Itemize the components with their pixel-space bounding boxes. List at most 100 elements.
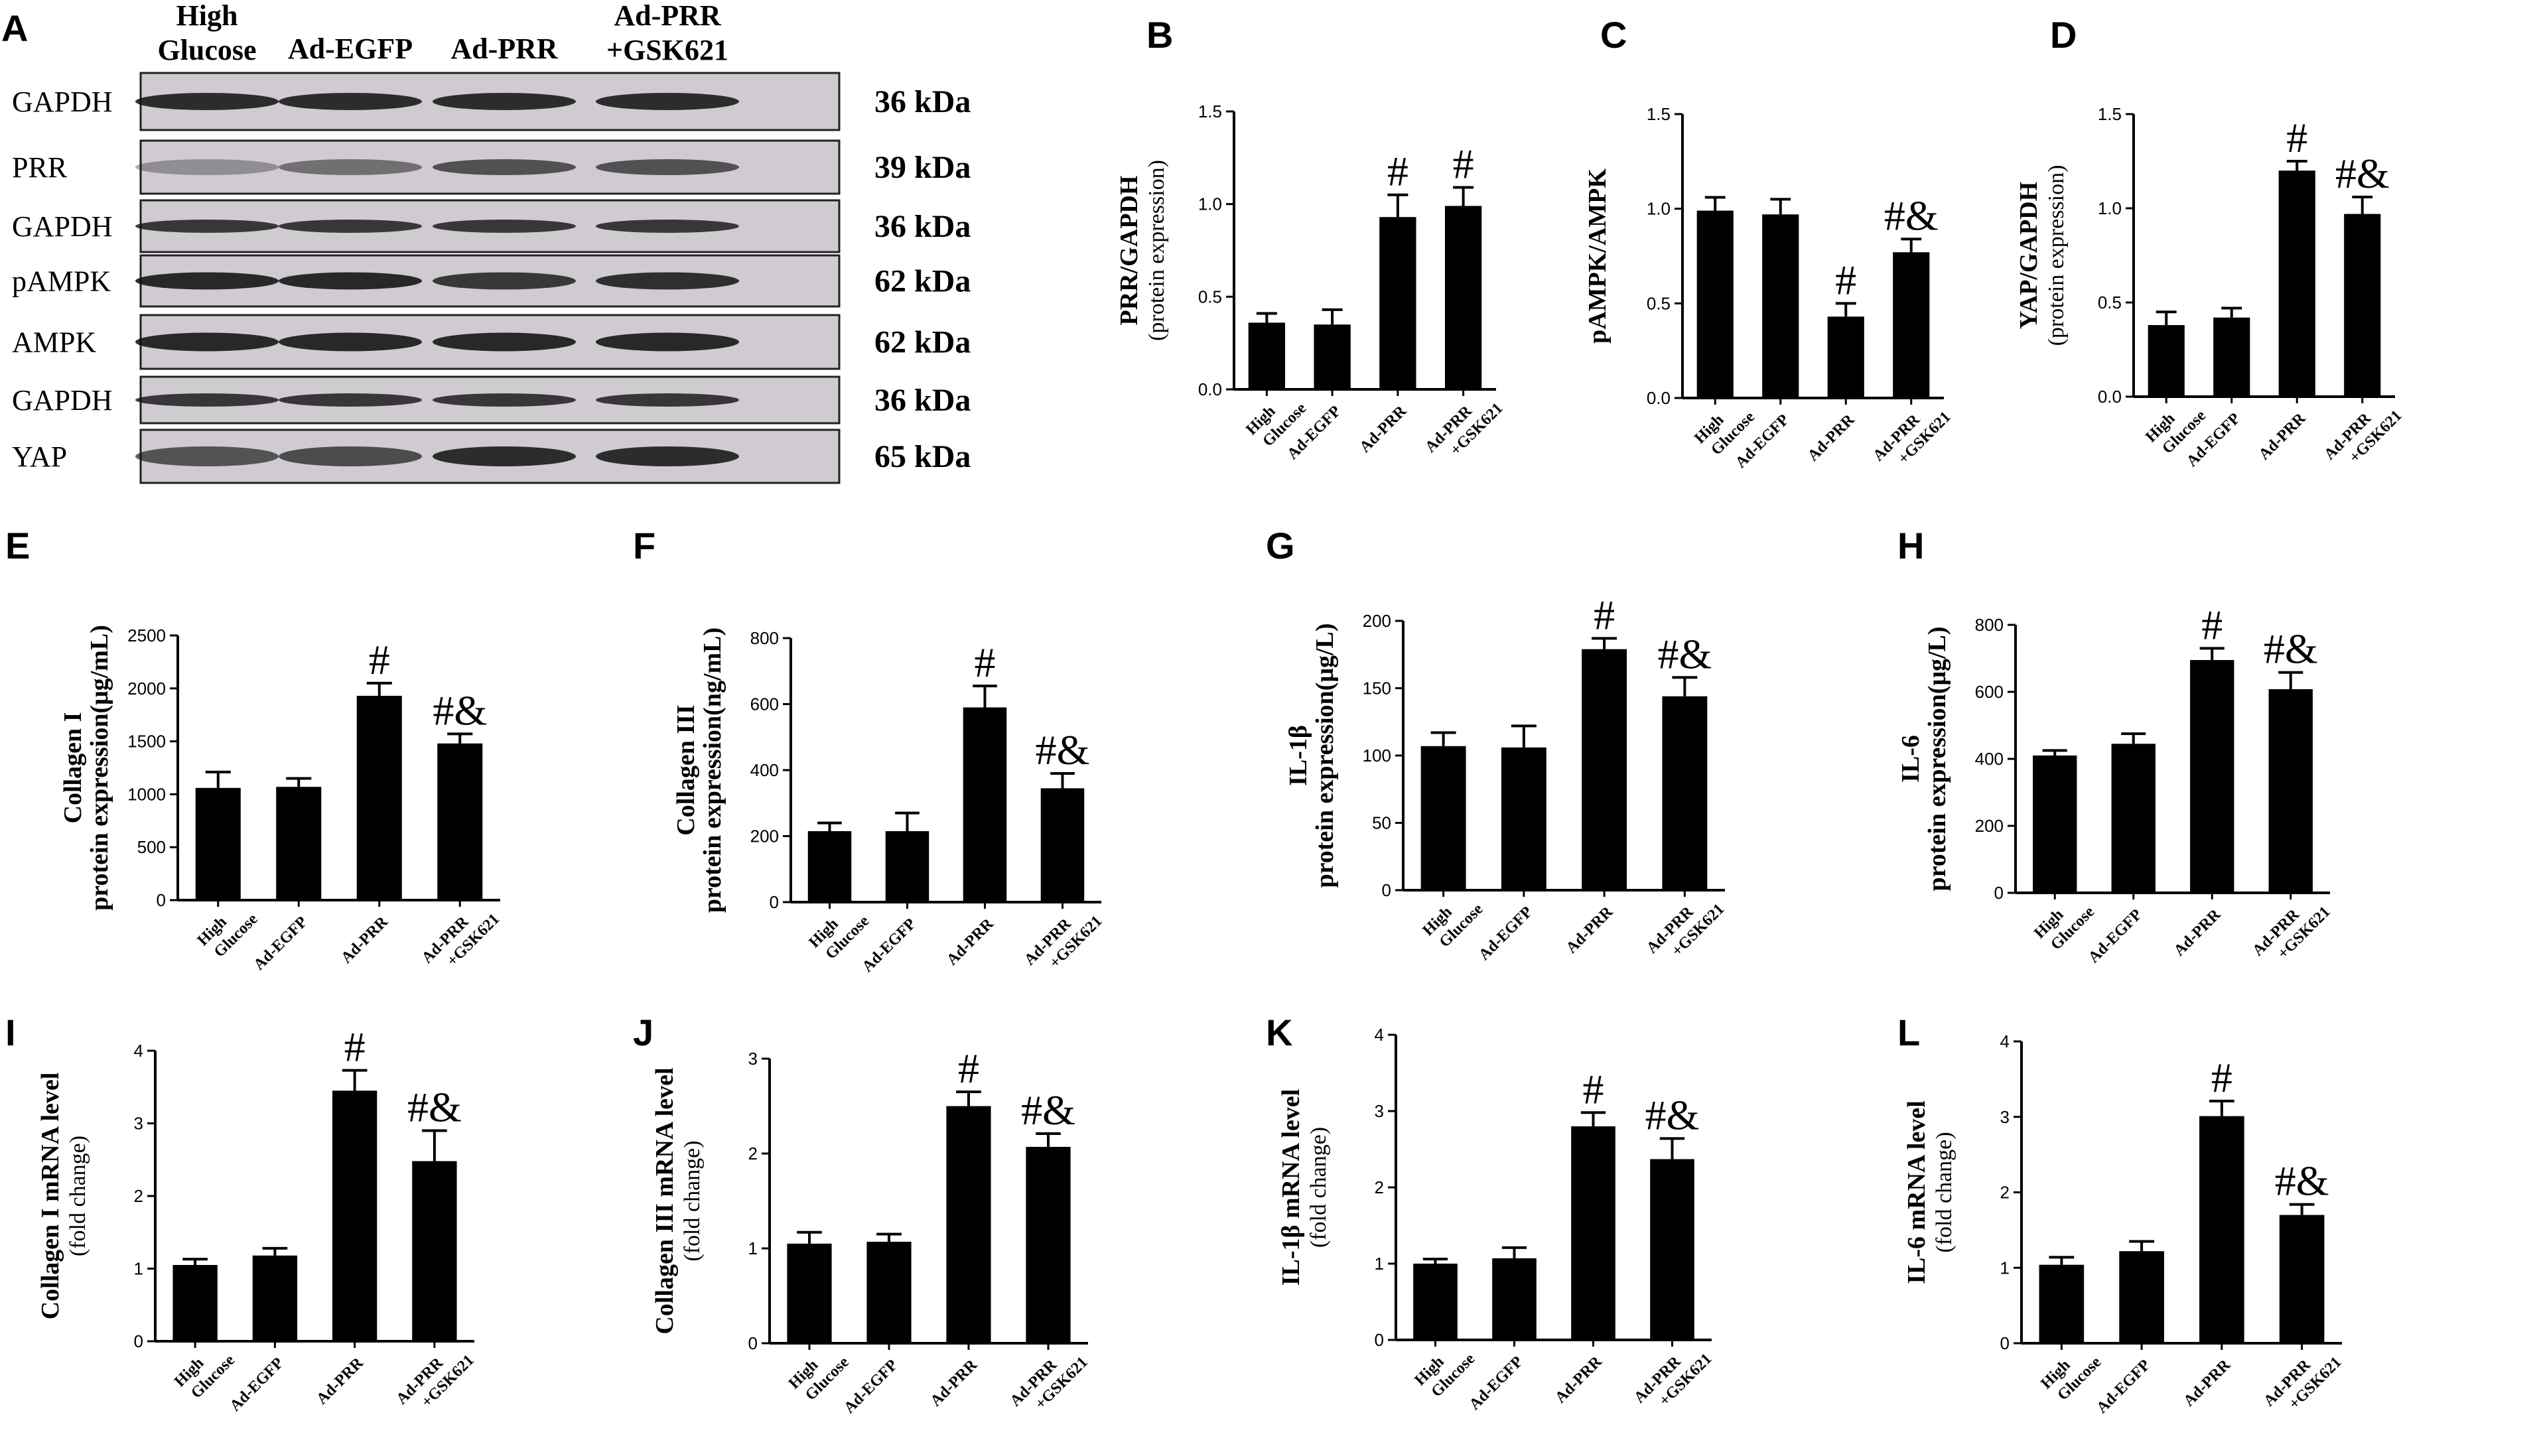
bar	[172, 1265, 218, 1341]
bar	[1413, 1264, 1458, 1340]
chart-panel-e: 05001000150020002500HighGlucoseAd-EGFP#A…	[59, 625, 503, 980]
y-axis-sublabel: (fold change)	[1932, 1132, 1956, 1252]
y-tick-label: 2	[134, 1186, 143, 1206]
bar	[946, 1106, 991, 1343]
y-tick-label: 2000	[127, 679, 166, 698]
y-tick-label: 2	[1375, 1177, 1384, 1197]
significance-marker: #&	[1645, 1091, 1700, 1138]
chart-panel-f: 0200400600800HighGlucoseAd-EGFP#Ad-PRR#&…	[672, 628, 1105, 982]
y-axis-label: pAMPK/AMPK	[1584, 168, 1611, 344]
panel-label-l: L	[1897, 1012, 1920, 1053]
bar	[2111, 744, 2156, 893]
x-tick-label: HighGlucose	[1420, 886, 1487, 953]
blot-band	[279, 446, 422, 466]
blot-band	[596, 220, 739, 233]
significance-marker: #	[1387, 148, 1408, 195]
chart-panel-j: 0123HighGlucoseAd-EGFP#Ad-PRR#&Ad-PRR+GS…	[651, 1045, 1091, 1417]
bar	[1040, 788, 1085, 902]
lane-header: Ad-EGFP	[288, 33, 413, 65]
y-tick-label: 1.0	[1647, 199, 1671, 219]
y-axis-sublabel: protein expression(μg/L)	[1311, 623, 1339, 888]
bar	[437, 743, 483, 900]
blot-band	[279, 393, 422, 407]
y-tick-label: 4	[2000, 1031, 2010, 1051]
bar	[2119, 1251, 2164, 1343]
blot-band	[433, 159, 576, 175]
significance-marker: #&	[1036, 726, 1090, 773]
significance-marker: #&	[1884, 192, 1939, 239]
bar	[2278, 170, 2315, 397]
blot-band	[433, 272, 576, 290]
x-tick-label: Ad-PRR	[927, 1356, 981, 1410]
y-axis-label: IL-6	[1897, 735, 1925, 783]
x-tick-label: HighGlucose	[2031, 889, 2098, 956]
significance-marker: #&	[1657, 630, 1712, 677]
bar	[2279, 1215, 2325, 1343]
significance-marker: #&	[2264, 626, 2318, 673]
blot-band	[433, 220, 576, 233]
blot-kda-label: 62 kDa	[874, 325, 971, 360]
lane-header: Glucose	[157, 34, 256, 66]
y-tick-label: 600	[750, 695, 779, 714]
significance-marker: #	[2286, 114, 2307, 161]
y-axis-sublabel: (protein expression)	[2044, 165, 2069, 346]
y-axis-label: IL-1β	[1284, 725, 1312, 786]
blot-band	[279, 272, 422, 290]
x-tick-label: Ad-PRR+GSK621	[1021, 898, 1105, 982]
y-axis-sublabel: (fold change)	[1306, 1127, 1331, 1248]
y-axis-sublabel: protein expression(μg/mL)	[86, 625, 113, 911]
y-tick-label: 1	[1375, 1254, 1384, 1274]
blot-row-gapdh	[135, 199, 841, 253]
blot-band	[135, 159, 279, 175]
x-tick-label: Ad-PRR	[943, 915, 997, 968]
bar	[807, 831, 852, 902]
y-tick-label: 3	[1375, 1101, 1384, 1121]
blot-band	[433, 332, 576, 352]
x-tick-label: HighGlucose	[1412, 1336, 1479, 1403]
lane-header: Ad-PRR	[450, 33, 559, 65]
significance-marker: #&	[2335, 150, 2390, 197]
x-tick-label: Ad-PRR+GSK621	[419, 896, 503, 980]
x-tick-label: Ad-PRR	[2171, 905, 2225, 959]
y-axis-label: Collagen III mRNA level	[651, 1067, 679, 1334]
bar	[1650, 1159, 1694, 1340]
y-tick-label: 400	[1975, 749, 2004, 769]
y-tick-label: 200	[750, 827, 779, 846]
panel-label-b: B	[1146, 14, 1173, 56]
y-tick-label: 800	[1975, 615, 2004, 635]
y-tick-label: 400	[750, 760, 779, 780]
significance-marker: #	[1594, 591, 1615, 638]
y-tick-label: 2	[748, 1144, 758, 1163]
chart-panel-b: 0.00.51.01.5HighGlucoseAd-EGFP#Ad-PRR#Ad…	[1115, 101, 1507, 463]
y-tick-label: 0	[134, 1331, 143, 1351]
bar	[1827, 316, 1864, 398]
blot-kda-label: 36 kDa	[874, 84, 971, 119]
panel-label-d: D	[2050, 14, 2077, 56]
y-tick-label: 0	[770, 892, 779, 912]
y-tick-label: 0.5	[2098, 293, 2122, 312]
blot-band	[135, 332, 279, 352]
y-tick-label: 0	[157, 890, 166, 910]
x-tick-label: HighGlucose	[171, 1337, 238, 1404]
blot-band	[279, 332, 422, 352]
panel-label-a: A	[1, 7, 28, 49]
significance-marker: #	[344, 1024, 366, 1071]
blot-kda-label: 36 kDa	[874, 383, 971, 418]
bar	[1582, 649, 1627, 890]
x-tick-label: Ad-PRR	[313, 1354, 367, 1408]
bar	[866, 1241, 912, 1343]
y-tick-label: 1	[748, 1238, 758, 1258]
y-tick-label: 2	[2000, 1183, 2010, 1203]
bar	[2033, 755, 2077, 893]
bar	[1662, 696, 1708, 890]
y-axis-label: Collagen I mRNA level	[36, 1073, 64, 1320]
significance-marker: #	[1835, 256, 1856, 303]
y-axis-label: IL-6 mRNA level	[1903, 1100, 1931, 1284]
y-axis-sublabel: (protein expression)	[1144, 160, 1169, 341]
y-tick-label: 1.0	[2098, 198, 2122, 218]
bar	[2268, 689, 2313, 893]
significance-marker: #	[2201, 601, 2223, 648]
blot-band	[135, 446, 279, 466]
y-tick-label: 1.5	[1647, 104, 1671, 124]
y-tick-label: 100	[1363, 746, 1391, 765]
